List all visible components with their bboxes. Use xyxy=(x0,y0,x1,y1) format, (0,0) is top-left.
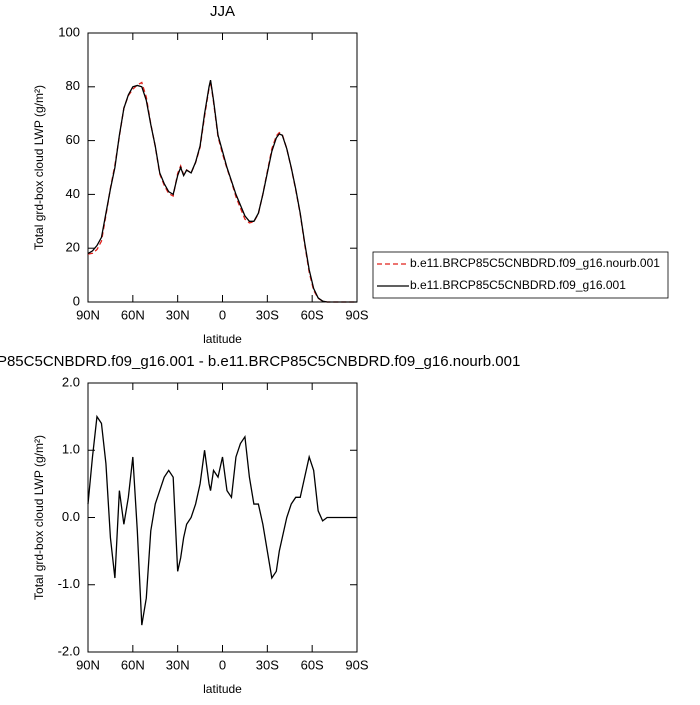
y-tick-label: 1.0 xyxy=(62,442,80,457)
y-axis-label: Total grd-box cloud LWP (g/m²) xyxy=(32,435,46,600)
x-tick-label: 90S xyxy=(345,657,368,672)
y-tick-label: 0.0 xyxy=(62,509,80,524)
y-tick-label: -2.0 xyxy=(58,643,80,658)
x-tick-label: 30N xyxy=(166,657,190,672)
x-tick-label: 60N xyxy=(121,657,145,672)
y-tick-label: 40 xyxy=(66,186,80,201)
chart-title: b.e11.BRCP85C5CNBDRD.f09_g16.001 - b.e11… xyxy=(0,353,520,370)
y-tick-label: 0 xyxy=(73,293,80,308)
legend-label: b.e11.BRCP85C5CNBDRD.f09_g16.001 xyxy=(410,278,626,292)
y-tick-label: 100 xyxy=(58,24,80,39)
chart-title: JJA xyxy=(210,3,235,20)
x-axis-label: latitude xyxy=(203,682,242,696)
data-line xyxy=(87,81,357,303)
x-tick-label: 30S xyxy=(256,657,279,672)
x-tick-label: 90S xyxy=(345,307,368,322)
y-tick-label: 80 xyxy=(66,78,80,93)
data-line xyxy=(87,414,357,626)
x-tick-label: 0 xyxy=(219,307,226,322)
y-tick-label: 2.0 xyxy=(62,374,80,389)
legend-label: b.e11.BRCP85C5CNBDRD.f09_g16.nourb.001 xyxy=(410,256,660,270)
y-tick-label: 20 xyxy=(66,240,80,255)
plot-frame xyxy=(87,32,358,303)
x-tick-label: 60S xyxy=(301,657,324,672)
x-tick-label: 90N xyxy=(76,657,100,672)
data-line xyxy=(87,79,357,303)
x-tick-label: 90N xyxy=(76,307,100,322)
plot-frame xyxy=(87,382,358,653)
x-tick-label: 0 xyxy=(219,657,226,672)
y-axis-label: Total grd-box cloud LWP (g/m²) xyxy=(32,85,46,250)
x-tick-label: 60S xyxy=(301,307,324,322)
legend-box xyxy=(372,251,669,299)
y-tick-label: -1.0 xyxy=(58,576,80,591)
x-axis-label: latitude xyxy=(203,332,242,346)
x-tick-label: 30N xyxy=(166,307,190,322)
y-tick-label: 60 xyxy=(66,132,80,147)
x-tick-label: 30S xyxy=(256,307,279,322)
x-tick-label: 60N xyxy=(121,307,145,322)
